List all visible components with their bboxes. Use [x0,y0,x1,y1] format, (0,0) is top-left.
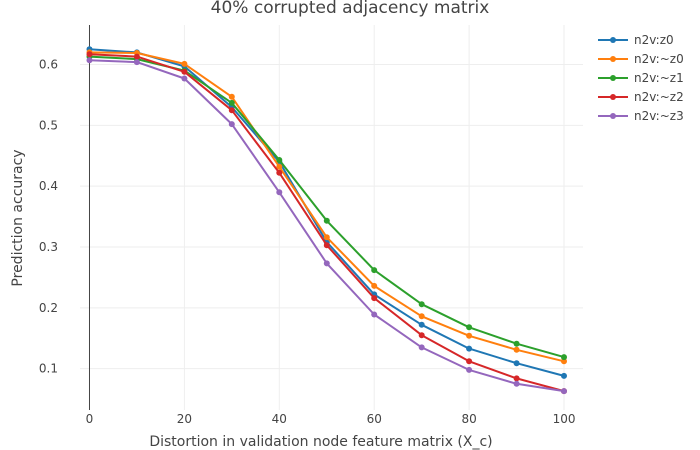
data-point [371,295,378,302]
legend-item[interactable]: n2v:~z2 [598,90,684,104]
data-point [228,99,235,106]
data-point [276,189,283,196]
y-tick-label: 0.4 [39,179,58,193]
data-point [323,234,330,241]
data-point [466,324,473,331]
data-point [513,380,520,387]
series-3 [86,53,567,361]
data-point [228,121,235,128]
data-point [228,93,235,100]
data-point [466,332,473,339]
data-point [133,53,140,60]
data-point [418,301,425,308]
series-2 [86,49,567,365]
data-point [181,68,188,75]
data-point [466,366,473,373]
series-1 [86,46,567,379]
legend-item[interactable]: n2v:z0 [598,33,674,47]
data-point [323,217,330,224]
data-point [323,260,330,267]
data-point [276,157,283,163]
data-point [513,375,520,382]
legend: n2v:z0 n2v:~z0 n2v:~z1 n2v:~z2 n2v:~z3 [598,33,684,123]
series-5 [86,57,567,395]
data-point [276,163,283,170]
legend-label: n2v:~z0 [634,52,684,66]
data-point [561,358,567,365]
series-line [89,59,565,393]
data-point [466,358,473,365]
y-tick-label: 0.2 [39,301,58,315]
gridlines [80,25,583,410]
data-point [561,372,567,379]
data-point [181,60,188,67]
y-tick-label: 0.1 [39,362,58,376]
data-point [561,354,567,361]
y-tick-label: 0.3 [39,240,58,254]
x-tick-label: 20 [177,412,192,426]
legend-item[interactable]: n2v:~z3 [598,109,684,123]
data-point [513,360,520,367]
data-point [418,344,425,351]
legend-item[interactable]: n2v:~z1 [598,71,684,85]
data-point [561,388,567,395]
legend-marker [610,56,616,62]
data-point [371,311,378,318]
legend-marker [610,75,616,81]
data-point [418,313,425,320]
legend-item[interactable]: n2v:~z0 [598,52,684,66]
legend-marker [610,94,616,100]
series-line [89,51,565,363]
data-point [323,242,330,249]
x-tick-label: 60 [367,412,382,426]
x-tick-label: 80 [461,412,476,426]
y-axis-title: Prediction accuracy [10,149,26,286]
plot-area [86,46,567,395]
x-tick-label: 100 [553,412,576,426]
data-point [86,57,93,64]
x-tick-label: 0 [86,412,94,426]
x-axis-title: Distortion in validation node feature ma… [149,434,492,450]
legend-label: n2v:~z1 [634,71,684,85]
data-point [513,346,520,353]
data-point [86,51,93,58]
data-point [181,75,188,82]
series-line [89,48,565,377]
series-line [89,55,565,359]
data-point [133,59,140,66]
y-tick-label: 0.5 [39,118,58,132]
data-point [513,340,520,347]
tick-labels: 0.1 0.2 0.3 0.4 0.5 0.6 0 20 40 60 80 100 [39,58,576,426]
series-4 [86,51,567,395]
legend-label: n2v:~z3 [634,109,684,123]
data-point [418,321,425,328]
data-point [466,345,473,352]
x-tick-label: 40 [272,412,287,426]
data-point [371,282,378,289]
legend-marker [610,113,616,119]
data-point [371,267,378,274]
data-point [276,169,283,176]
legend-label: n2v:z0 [634,33,674,47]
chart-title: 40% corrupted adjacency matrix [211,0,490,18]
legend-label: n2v:~z2 [634,90,684,104]
y-tick-label: 0.6 [39,58,58,72]
data-point [228,107,235,114]
legend-marker [610,37,616,43]
data-point [418,332,425,339]
